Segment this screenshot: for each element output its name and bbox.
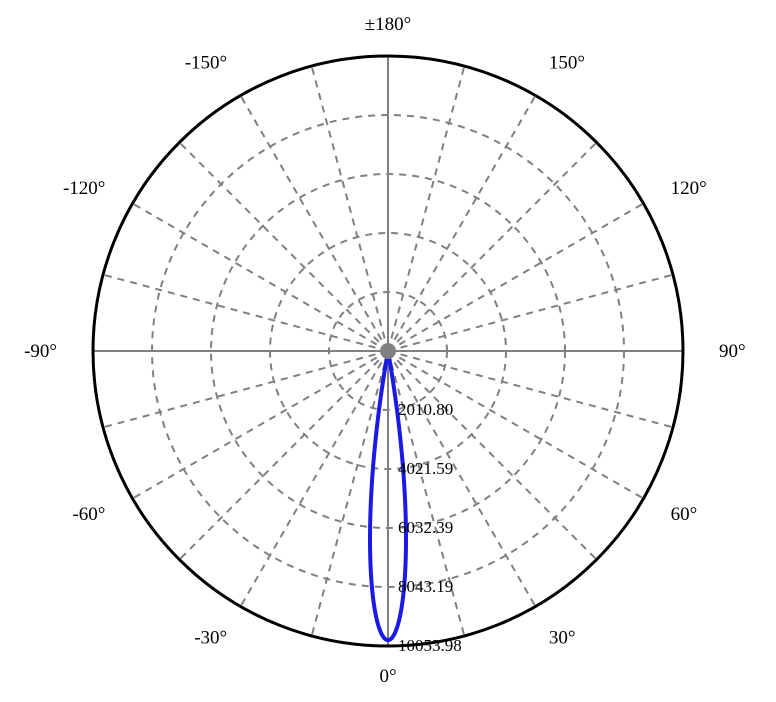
grid-spoke (241, 351, 389, 606)
grid-spoke (133, 351, 388, 499)
angle-label: -90° (24, 341, 57, 362)
grid-spoke (388, 142, 597, 351)
radial-label: 10053.98 (398, 636, 462, 655)
grid-spoke (133, 204, 388, 352)
grid-spoke (179, 142, 388, 351)
angle-label: -60° (72, 504, 105, 525)
polar-chart-container: ±180° -150° -120° -90° -60° -30° 0° 30° 60° 90° 12… (0, 0, 776, 702)
radial-label: 2010.80 (398, 400, 453, 419)
angle-label: 150° (549, 52, 585, 73)
angle-label: 60° (671, 504, 698, 525)
radial-label: 8043.19 (398, 577, 453, 596)
angle-label: 30° (549, 628, 576, 649)
grid-spoke (312, 351, 388, 636)
grid-spoke (103, 275, 388, 351)
grid-spoke (388, 275, 673, 351)
angle-label: ±180° (365, 14, 412, 35)
grid-spoke (312, 66, 388, 351)
grid-spoke (388, 66, 464, 351)
angle-label: 0° (379, 666, 396, 687)
grid-spoke (388, 204, 643, 352)
radial-label: 4021.59 (398, 459, 453, 478)
polar-chart-svg: ±180° -150° -120° -90° -60° -30° 0° 30° 60° 90° 12… (0, 0, 776, 702)
angle-label: 90° (719, 341, 746, 362)
grid-spoke (179, 351, 388, 560)
center-dot (380, 343, 396, 359)
grid-spoke (388, 351, 536, 606)
radial-label: 6032.39 (398, 518, 453, 537)
grid-spoke (103, 351, 388, 427)
angle-label: -150° (185, 52, 227, 73)
angle-label: 120° (671, 178, 707, 199)
grid-spoke (241, 96, 389, 351)
angle-label: -120° (63, 178, 105, 199)
grid-spoke (388, 96, 536, 351)
angle-label: -30° (194, 628, 227, 649)
